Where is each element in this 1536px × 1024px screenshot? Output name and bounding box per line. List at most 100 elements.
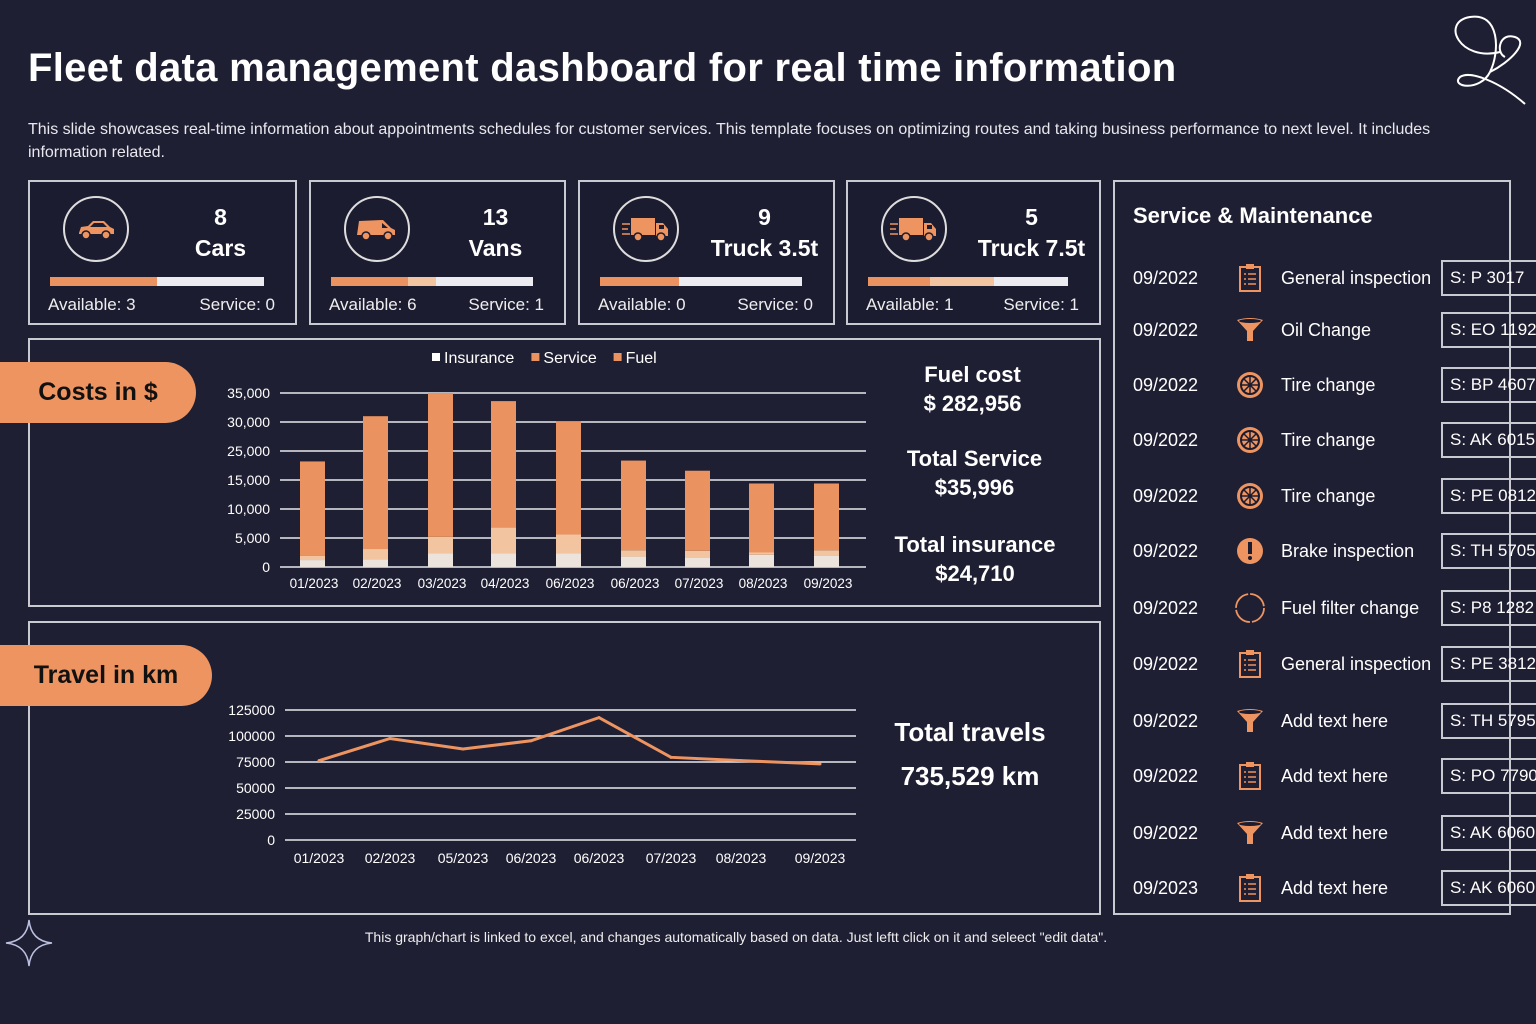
stat-label: Total travels xyxy=(894,717,1046,747)
y-tick-label: 0 xyxy=(262,559,270,575)
vehicle-count: 8 xyxy=(214,204,227,230)
bar-service xyxy=(363,549,388,560)
available-count: Available: 6 xyxy=(329,295,417,314)
service-code-box: S: EO 1192 xyxy=(1441,312,1536,348)
truck-icon xyxy=(613,196,679,262)
bar-fuel xyxy=(300,461,325,556)
service-maintenance-panel xyxy=(1113,180,1511,915)
service-list-item[interactable]: 09/2022 Oil Change S: EO 1192 xyxy=(1133,312,1536,348)
tire-icon xyxy=(1229,426,1271,454)
data-point xyxy=(461,747,465,751)
legend-label: Service xyxy=(543,350,596,367)
service-list-item[interactable]: 09/2022 Brake inspection S: TH 5705 xyxy=(1133,533,1536,569)
service-list-item[interactable]: 09/2022 General inspection S: PE 3812 xyxy=(1133,646,1536,682)
service-count: Service: 0 xyxy=(737,295,813,314)
vehicle-card[interactable]: 9 Truck 3.5t Available: 0 Service: 0 xyxy=(578,180,835,325)
service-title: Service & Maintenance xyxy=(1133,203,1373,228)
service-list-item[interactable]: 09/2022 Add text here S: PO 7790 xyxy=(1133,758,1536,794)
legend-label: Fuel xyxy=(626,350,657,367)
y-tick-label: 15,000 xyxy=(227,472,270,488)
service-date: 09/2022 xyxy=(1133,822,1199,843)
travel-line xyxy=(318,715,821,766)
vehicle-summary: 5 Truck 7.5t xyxy=(964,202,1099,264)
funnel-icon xyxy=(1229,708,1271,734)
service-list-item[interactable]: 09/2022 Add text here S: AK 6060 xyxy=(1133,815,1536,851)
service-list-item[interactable]: 09/2022 Add text here S: TH 5795 xyxy=(1133,703,1536,739)
total-travels-stat: Total travels 735,529 km xyxy=(870,710,1070,798)
bar-fuel xyxy=(491,401,516,528)
vehicle-type: Cars xyxy=(194,235,247,261)
x-tick-label: 01/2023 xyxy=(290,576,339,591)
x-tick-label: 04/2023 xyxy=(481,576,530,591)
service-code-box: S: AK 6060 xyxy=(1441,815,1536,851)
service-task: Add text here xyxy=(1281,710,1389,731)
service-list-item[interactable]: 09/2022 Tire change S: PE 0812 xyxy=(1133,478,1536,514)
data-point xyxy=(388,736,392,740)
bar-insurance xyxy=(556,553,581,567)
availability-bar xyxy=(331,277,533,286)
service-list-item[interactable]: 09/2022 Fuel filter change S: P8 1282 xyxy=(1133,590,1536,626)
service-task: Add text here xyxy=(1281,822,1389,843)
service-list-item[interactable]: 09/2022 Tire change S: AK 6015 xyxy=(1133,422,1536,458)
vehicle-count: 13 xyxy=(482,204,509,230)
service-code-box: S: PE 3812 xyxy=(1441,646,1536,682)
bar-insurance xyxy=(300,560,325,567)
vehicle-card[interactable]: 8 Cars Available: 3 Service: 0 xyxy=(28,180,297,325)
available-count: Available: 1 xyxy=(866,295,954,314)
y-tick-label: 30,000 xyxy=(227,414,270,430)
x-tick-label: 03/2023 xyxy=(418,576,467,591)
vehicle-card[interactable]: 5 Truck 7.5t Available: 1 Service: 1 xyxy=(846,180,1101,325)
y-tick-label: 125000 xyxy=(228,702,275,718)
service-date: 09/2023 xyxy=(1133,877,1199,898)
legend-swatch xyxy=(432,353,440,361)
service-code-box: S: P 3017 xyxy=(1441,260,1536,296)
travel-label: Travel in km xyxy=(0,645,212,706)
bar-service xyxy=(300,555,325,561)
service-date: 09/2022 xyxy=(1133,653,1199,674)
bar-insurance xyxy=(491,553,516,567)
bar-fuel xyxy=(814,483,839,551)
available-count: Available: 3 xyxy=(48,295,136,314)
costs-label: Costs in $ xyxy=(0,362,196,423)
travel-line-chart[interactable]: 0 25000 50000 75000 100000 125000 01/2023 02/20… xyxy=(220,690,870,870)
bar-insurance xyxy=(363,559,388,567)
page-subtitle: This slide showcases real-time informati… xyxy=(28,121,1431,161)
service-task: Fuel filter change xyxy=(1281,597,1420,618)
x-tick-label: 07/2023 xyxy=(646,850,697,866)
clipboard-icon xyxy=(1229,761,1271,791)
page-title: Fleet data management dashboard for real… xyxy=(28,46,1177,90)
legend-swatch xyxy=(531,353,540,361)
service-list-item[interactable]: 09/2022 General inspection S: P 3017 xyxy=(1133,260,1536,296)
vehicle-summary: 9 Truck 3.5t xyxy=(696,202,833,264)
legend-label: Insurance xyxy=(444,350,514,367)
service-code-box: S: P8 1282 xyxy=(1441,590,1536,626)
costs-bar-chart[interactable]: 0 5,000 10,000 15,000 25,000 30,000 35,000 01/2… xyxy=(200,340,880,600)
service-list-item[interactable]: 09/2022 Tire change S: BP 4607 xyxy=(1133,367,1536,403)
bar-service xyxy=(428,536,453,554)
availability-bar xyxy=(600,277,802,286)
x-tick-label: 09/2023 xyxy=(795,850,846,866)
x-tick-label: 08/2023 xyxy=(739,576,788,591)
service-code-box: S: AK 6015 xyxy=(1441,422,1536,458)
service-date: 09/2022 xyxy=(1133,540,1199,561)
x-tick-label: 05/2023 xyxy=(438,850,489,866)
stat-value: $24,710 xyxy=(935,561,1015,586)
bar-fuel xyxy=(556,421,581,535)
service-count: Service: 0 xyxy=(199,295,275,314)
y-tick-label: 10,000 xyxy=(227,501,270,517)
bar-fuel xyxy=(363,416,388,550)
stat-value: 735,529 km xyxy=(900,761,1040,791)
x-tick-label: 06/2023 xyxy=(611,576,660,591)
service-date: 09/2022 xyxy=(1133,319,1199,340)
bar-insurance xyxy=(621,556,646,567)
y-tick-label: 35,000 xyxy=(227,385,270,401)
vehicle-count: 9 xyxy=(758,204,771,230)
service-date: 09/2022 xyxy=(1133,485,1199,506)
service-list-item[interactable]: 09/2023 Add text here S: AK 6060 xyxy=(1133,870,1536,906)
service-count: Service: 1 xyxy=(468,295,544,314)
vehicle-summary: 8 Cars xyxy=(146,202,295,264)
vehicle-type: Vans xyxy=(468,235,523,261)
vehicle-card[interactable]: 13 Vans Available: 6 Service: 1 xyxy=(309,180,566,325)
bar-service xyxy=(621,550,646,557)
clipboard-icon xyxy=(1229,649,1271,679)
